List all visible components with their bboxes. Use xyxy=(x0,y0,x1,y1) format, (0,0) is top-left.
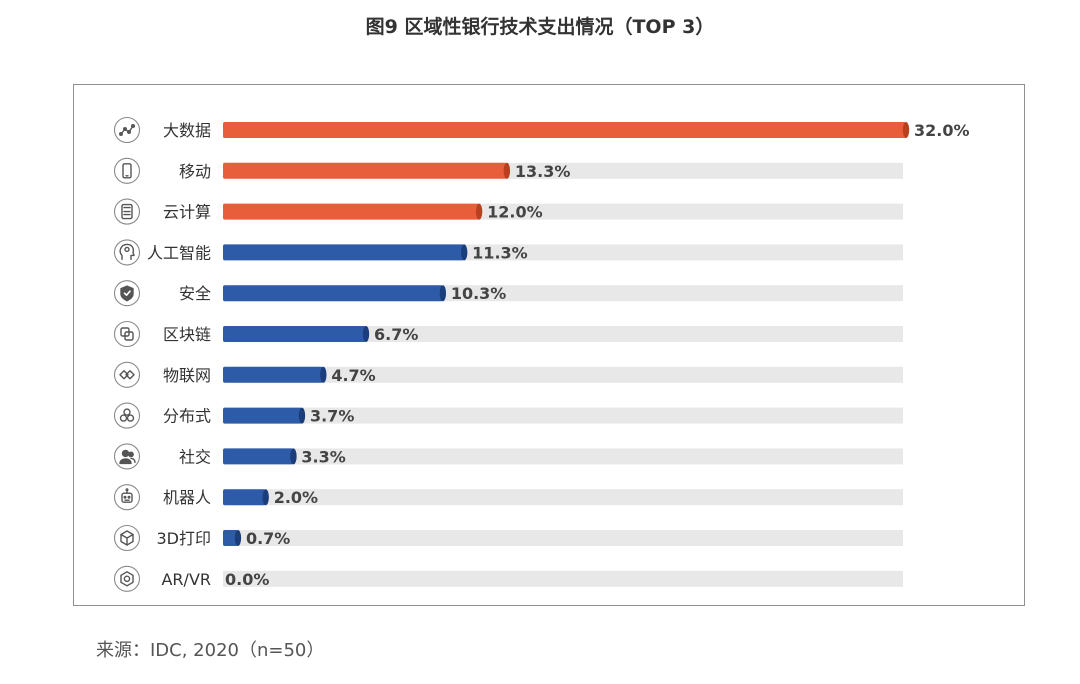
brain-head-icon xyxy=(113,239,141,266)
bar xyxy=(223,530,238,546)
distributed-nodes-icon xyxy=(113,402,141,429)
chart-frame xyxy=(73,84,1025,606)
blocks-icon xyxy=(113,320,141,348)
bar-end-cap xyxy=(262,489,269,506)
bar-end-cap xyxy=(290,448,297,465)
category-label: 移动 xyxy=(179,162,211,181)
category-label: 人工智能 xyxy=(147,243,211,262)
bar-track xyxy=(223,407,903,424)
category-label: 物联网 xyxy=(163,366,211,385)
bar-end-cap xyxy=(320,366,327,383)
bar-end-cap xyxy=(460,244,468,261)
vr-hexagon-icon xyxy=(113,565,141,592)
bar xyxy=(223,122,906,138)
robot-icon xyxy=(113,484,141,511)
category-label: 安全 xyxy=(179,284,211,303)
category-label: 3D打印 xyxy=(156,529,211,548)
bar xyxy=(223,366,324,383)
bar-end-cap xyxy=(234,530,242,546)
bar-track xyxy=(223,366,903,383)
bar xyxy=(223,326,367,342)
category-label: 机器人 xyxy=(163,488,211,507)
bar-track xyxy=(223,448,903,465)
source-note: 来源：IDC, 2020（n=50） xyxy=(96,640,325,661)
value-label: 0.7% xyxy=(246,529,290,548)
mobile-phone-icon xyxy=(113,157,141,184)
category-label: 云计算 xyxy=(163,203,211,222)
bar-end-cap xyxy=(362,326,370,342)
bar-track xyxy=(223,530,903,546)
bar-track xyxy=(223,326,903,342)
data-trend-icon xyxy=(113,116,141,144)
category-label: 社交 xyxy=(179,447,211,466)
bar xyxy=(223,407,302,424)
chart-title: 图9 区域性银行技术支出情况（TOP 3） xyxy=(365,16,715,38)
value-label: 2.0% xyxy=(274,488,318,507)
category-label: AR/VR xyxy=(161,570,211,589)
bar xyxy=(223,285,443,302)
bar-end-cap xyxy=(298,407,306,424)
bar-end-cap xyxy=(902,122,910,138)
bar-end-cap xyxy=(439,285,447,302)
cube-3d-icon xyxy=(113,524,141,552)
social-users-icon xyxy=(113,443,141,470)
value-label: 13.3% xyxy=(515,162,571,181)
bar-end-cap xyxy=(503,162,511,179)
value-label: 32.0% xyxy=(914,121,970,140)
value-label: 11.3% xyxy=(472,243,528,262)
value-label: 10.3% xyxy=(451,284,507,303)
bar xyxy=(223,203,480,220)
bar-track xyxy=(223,489,903,506)
iot-link-icon xyxy=(113,361,141,388)
value-label: 3.3% xyxy=(301,447,345,466)
value-label: 0.0% xyxy=(225,570,269,589)
category-label: 分布式 xyxy=(163,407,211,426)
category-label: 大数据 xyxy=(163,121,211,140)
value-label: 4.7% xyxy=(331,366,375,385)
bar-end-cap xyxy=(475,203,483,220)
category-label: 区块链 xyxy=(163,325,211,344)
shield-check-icon xyxy=(113,280,141,307)
value-label: 6.7% xyxy=(374,325,418,344)
value-label: 3.7% xyxy=(310,407,354,426)
bar-track xyxy=(223,570,903,587)
bar xyxy=(223,244,465,261)
bar xyxy=(223,448,294,465)
calculator-icon xyxy=(113,198,141,225)
bar xyxy=(223,489,266,506)
value-label: 12.0% xyxy=(487,203,543,222)
bar xyxy=(223,162,507,179)
